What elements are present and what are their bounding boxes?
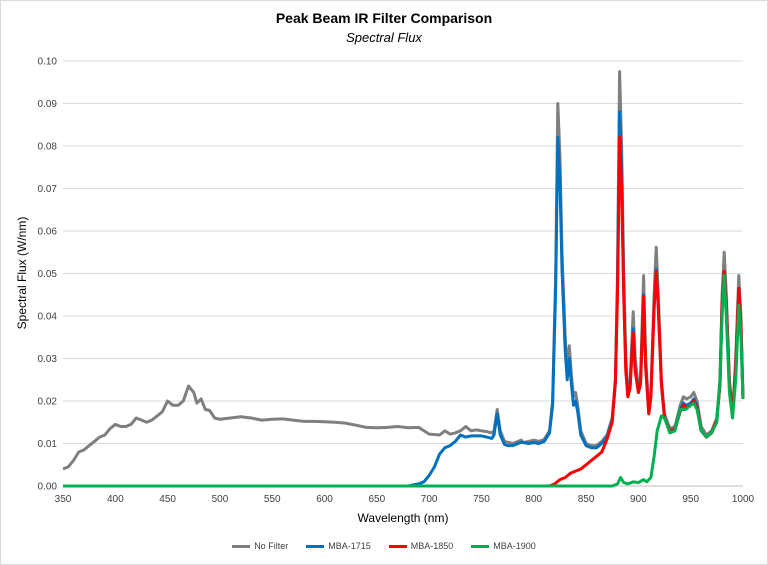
x-tick-label: 350 [55, 494, 72, 505]
legend-swatch [306, 544, 325, 548]
legend-swatch [232, 544, 251, 548]
series-line-mba-1850 [63, 136, 745, 488]
chart-subtitle: Spectral Flux [346, 30, 422, 45]
series-line-no-filter [62, 70, 745, 471]
x-tick-label: 1000 [732, 494, 755, 505]
chart-title: Peak Beam IR Filter Comparison [275, 10, 493, 26]
x-axis-label: Wavelength (nm) [358, 511, 449, 525]
y-tick-label: 0.00 [38, 482, 58, 493]
x-tick-label: 550 [264, 494, 281, 505]
legend-label: No Filter [254, 541, 289, 551]
y-tick-label: 0.03 [38, 354, 58, 365]
x-tick-label: 500 [212, 494, 229, 505]
legend-item: MBA-1715 [306, 541, 371, 551]
y-tick-label: 0.06 [38, 227, 58, 238]
x-tick-label: 750 [473, 494, 490, 505]
x-tick-label: 950 [682, 494, 699, 505]
legend-item: MBA-1900 [471, 541, 536, 551]
legend-swatch [471, 544, 490, 548]
x-tick-label: 800 [525, 494, 542, 505]
x-tick-label: 650 [369, 494, 386, 505]
x-tick-label: 400 [107, 494, 124, 505]
x-tick-label: 900 [630, 494, 647, 505]
legend-label: MBA-1900 [493, 541, 536, 551]
y-tick-label: 0.04 [38, 312, 58, 323]
series-line-mba-1715 [63, 110, 745, 488]
y-tick-label: 0.07 [38, 184, 58, 195]
legend-label: MBA-1850 [410, 541, 454, 551]
y-tick-label: 0.01 [38, 439, 58, 450]
legend-item: No Filter [232, 541, 288, 551]
series-line-mba-1900 [63, 274, 745, 488]
y-tick-label: 0.05 [38, 269, 58, 280]
y-tick-label: 0.09 [38, 99, 58, 110]
legend: No Filter MBA-1715 MBA-1850 MBA-1900 [0, 541, 768, 551]
legend-label: MBA-1715 [328, 541, 371, 551]
x-tick-label: 450 [159, 494, 176, 505]
y-tick-label: 0.10 [38, 57, 58, 68]
x-tick-label: 600 [316, 494, 333, 505]
y-tick-label: 0.08 [38, 142, 58, 153]
x-tick-label: 850 [578, 494, 595, 505]
y-tick-label: 0.02 [38, 397, 58, 408]
y-axis-label: Spectral Flux (W/nm) [15, 217, 29, 330]
x-tick-label: 700 [421, 494, 438, 505]
legend-item: MBA-1850 [388, 541, 454, 551]
legend-swatch [388, 544, 407, 548]
